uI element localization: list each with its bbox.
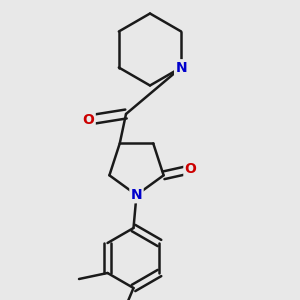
- Text: N: N: [131, 188, 142, 202]
- Text: N: N: [176, 61, 187, 74]
- Text: O: O: [185, 162, 197, 176]
- Text: O: O: [82, 113, 94, 127]
